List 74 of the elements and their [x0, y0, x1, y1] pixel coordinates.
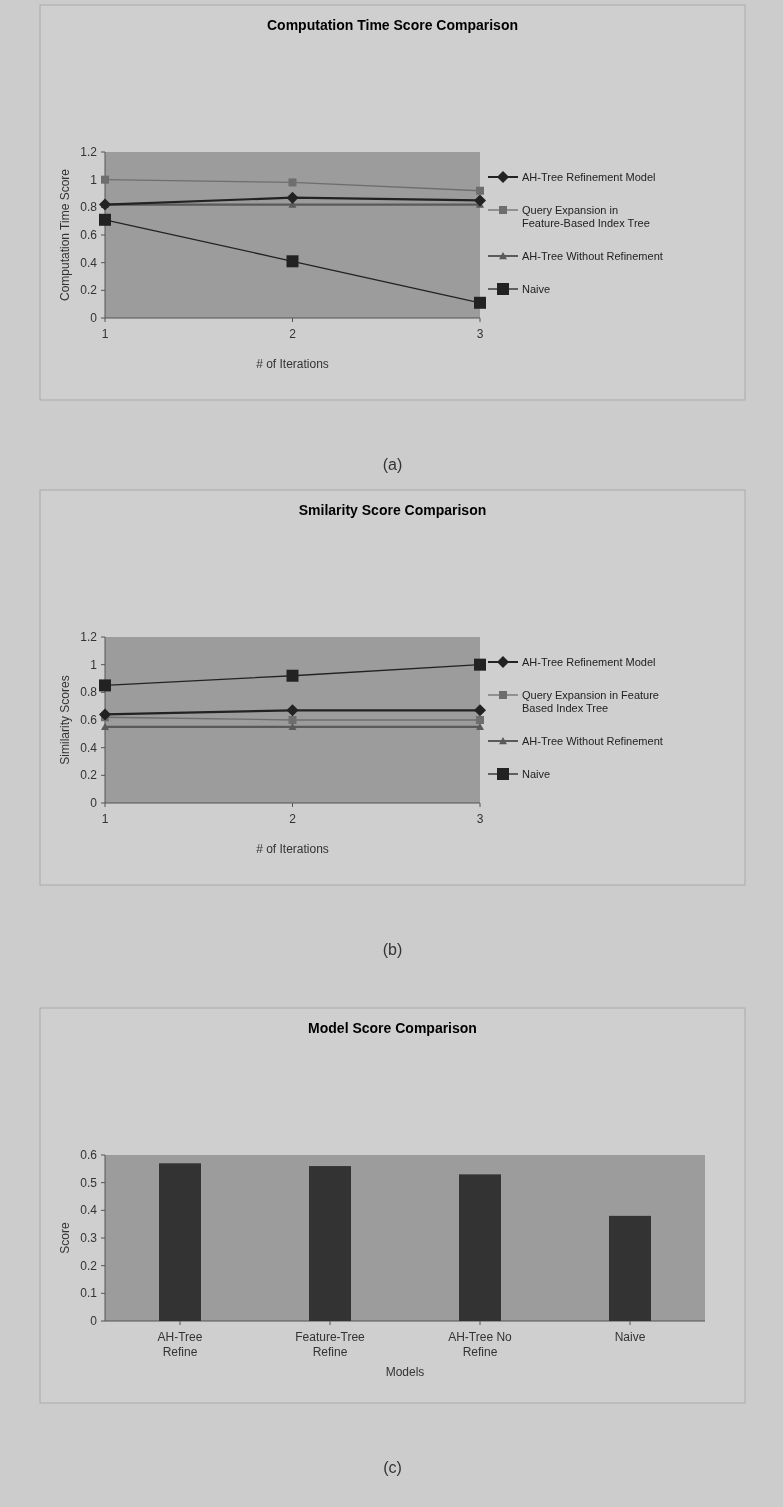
x-tick-label: 3 [476, 812, 484, 826]
chart-title: Model Score Comparison [308, 1020, 477, 1036]
bar [159, 1163, 201, 1321]
y-tick-label: 1 [90, 172, 98, 187]
point [286, 704, 299, 717]
x-tick-label: Naive [614, 1330, 646, 1344]
legend-label: Naive [522, 768, 551, 780]
legend-label: Naive [522, 283, 551, 295]
y-axis-title: Computation Time Score [58, 168, 72, 302]
bar [609, 1215, 651, 1321]
point [474, 704, 486, 717]
y-tick-label: 0.4 [80, 1203, 98, 1218]
y-tick-label: 0.5 [80, 1175, 98, 1190]
x-axis-title: # of Iterations [256, 842, 329, 856]
point [474, 194, 486, 207]
y-tick-label: 1 [90, 657, 98, 672]
point [286, 255, 299, 268]
point [476, 722, 484, 731]
legend-label: AH-Tree Refinement Model [522, 171, 656, 183]
chart-title: Computation Time Score Comparison [267, 17, 518, 33]
x-tick-label: AH-Tree No Refine [448, 1330, 513, 1359]
point [286, 191, 299, 204]
y-tick-label: 0 [90, 796, 98, 810]
point [476, 716, 484, 724]
point [99, 679, 111, 692]
y-tick-label: 0.1 [80, 1286, 98, 1301]
bar [459, 1174, 501, 1321]
y-tick-label: 0.2 [80, 283, 98, 298]
point [101, 722, 109, 731]
text: (a) [382, 456, 403, 473]
y-axis-title: Similarity Scores [58, 675, 72, 765]
point [99, 708, 111, 721]
point [101, 175, 109, 184]
x-axis-title: # of Iterations [256, 357, 329, 371]
x-tick-label: 2 [289, 812, 297, 826]
y-tick-label: 0.6 [80, 1148, 98, 1162]
y-tick-label: 0.8 [80, 200, 98, 215]
point [99, 213, 111, 226]
x-tick-label: Feature-Tree Refine [295, 1330, 366, 1359]
legend-label: AH-Tree Without Refinement [522, 250, 663, 262]
y-tick-label: 0.4 [80, 255, 98, 270]
point [288, 716, 297, 724]
point [288, 722, 297, 731]
y-tick-label: 1.2 [80, 145, 98, 159]
y-tick-label: 1.2 [80, 630, 98, 644]
y-axis-title: Score [58, 1222, 72, 1254]
y-tick-label: 0.6 [80, 228, 98, 242]
bar [309, 1166, 351, 1321]
legend-label: AH-Tree Refinement Model [522, 656, 656, 668]
point [288, 178, 297, 187]
y-tick-label: 0.4 [80, 740, 98, 755]
chart-title: Smilarity Score Comparison [298, 502, 487, 518]
y-tick-label: 0.2 [80, 1258, 98, 1273]
x-tick-label: 2 [289, 327, 297, 341]
point [286, 669, 299, 682]
point [476, 186, 484, 195]
text: (c) [383, 1459, 402, 1476]
x-tick-label: 1 [101, 812, 109, 826]
legend-label: AH-Tree Without Refinement [522, 735, 663, 747]
point [474, 658, 486, 671]
x-tick-label: 1 [101, 327, 109, 341]
x-axis-title: Models [385, 1365, 425, 1379]
point [474, 296, 486, 309]
y-tick-label: 0.3 [80, 1231, 98, 1245]
y-tick-label: 0.8 [80, 685, 98, 700]
x-tick-label: AH-Tree Refine [157, 1330, 203, 1359]
y-tick-label: 0 [90, 1314, 98, 1328]
y-tick-label: 0.2 [80, 768, 98, 783]
legend-label: Query Expansion in Feature-Based Index Tree [522, 204, 650, 229]
legend-label: Query Expansion in Feature Based Index Tree [522, 689, 659, 714]
y-tick-label: 0 [90, 311, 98, 325]
y-tick-label: 0.6 [80, 713, 98, 727]
text: (b) [382, 941, 403, 958]
x-tick-label: 3 [476, 327, 484, 341]
